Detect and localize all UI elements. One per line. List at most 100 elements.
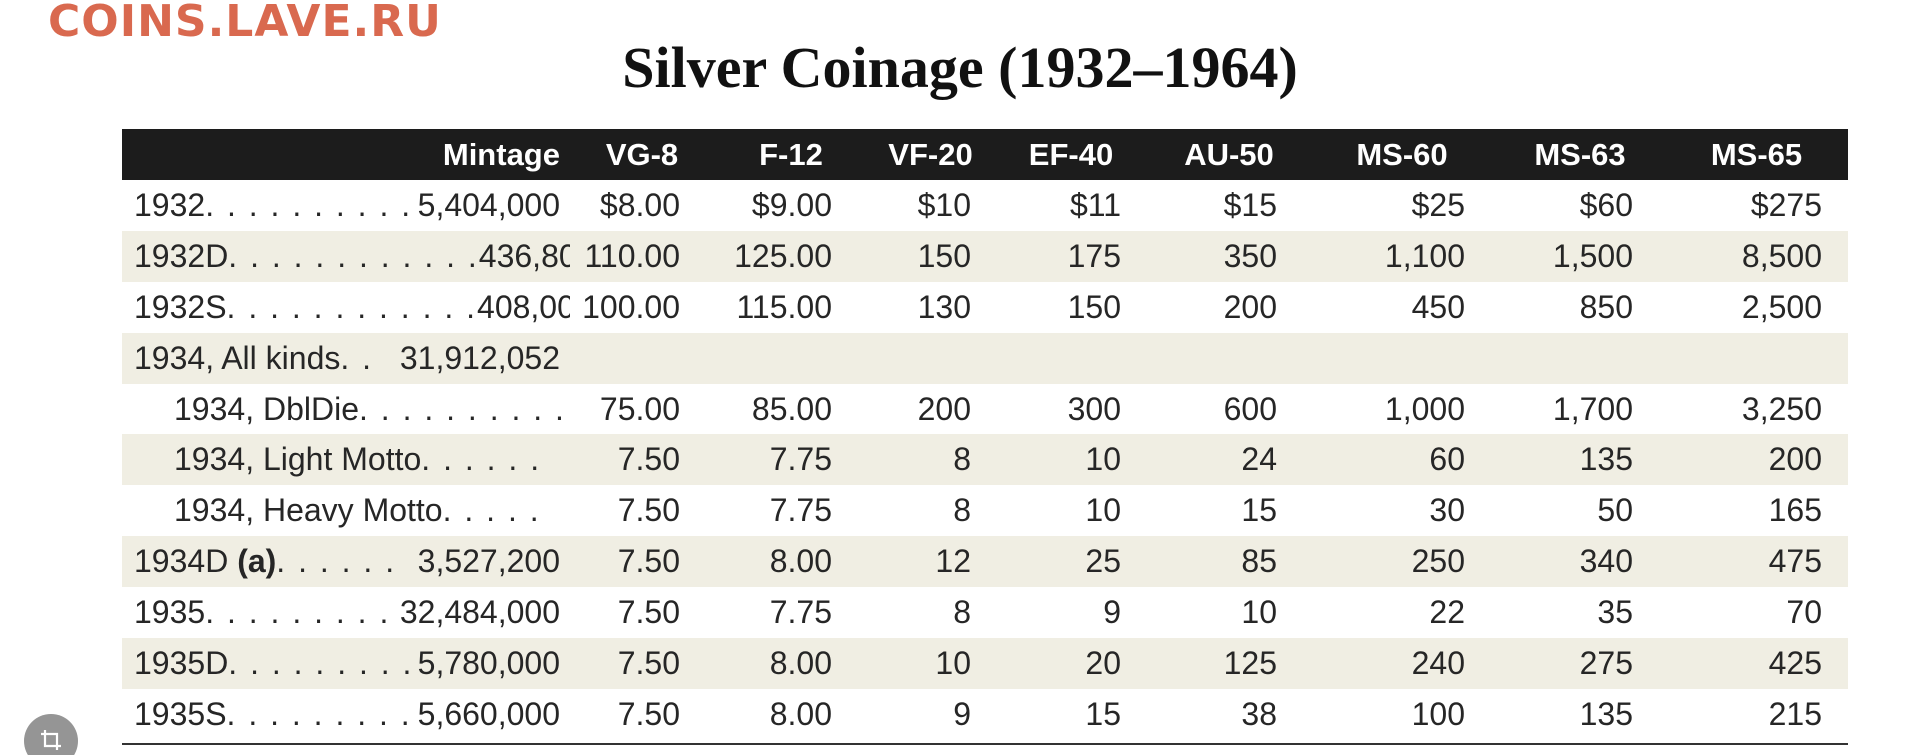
price-cell-ms65: 8,500 [1741, 237, 1822, 274]
price-cell-f12: 7.75 [769, 492, 832, 529]
watermark: COINS.LAVE.RU [48, 0, 442, 47]
page-title: Silver Coinage (1932–1964) [622, 35, 1298, 100]
mintage-value: 31,912,052 [399, 339, 560, 376]
price-cell-ms65: 215 [1768, 695, 1822, 732]
crop-icon [41, 730, 61, 750]
table-row: 1932D . . . . . . . . . . . .436,800 110.… [122, 230, 1848, 282]
price-cell-vf20: 12 [935, 543, 971, 580]
price-cell-au50: $15 [1223, 186, 1277, 223]
table-row: 1934, Heavy Motto . . . . . 7.50 7.75 8 10 15… [122, 485, 1848, 536]
row-label-cell: 1934, Heavy Motto . . . . . [122, 485, 570, 536]
price-cell-au50 [1149, 333, 1309, 384]
price-cell-vg8 [570, 333, 714, 384]
mintage-value: 436,800 [478, 237, 570, 274]
mintage-value: 3,527,200 [417, 543, 560, 580]
row-label-cell: 1935D . . . . . . . . . 5,780,000 [122, 638, 570, 689]
price-cell-ms65: $275 [1750, 186, 1822, 223]
price-cell-f12: 7.75 [769, 441, 832, 478]
price-cell-f12: $9.00 [751, 186, 832, 223]
price-cell-vf20: 9 [953, 695, 971, 732]
price-cell-au50: 38 [1241, 695, 1277, 732]
price-cell-vg8: 7.50 [617, 492, 680, 529]
price-cell-ms65: 200 [1768, 441, 1822, 478]
price-cell-ms63: 1,500 [1552, 237, 1633, 274]
coin-date-mint: 1932 [134, 186, 206, 223]
price-cell-ef40: $11 [1069, 186, 1121, 223]
table-row: 1934D (a) . . . . . . 3,527,200 7.50 8.00 1… [122, 536, 1848, 588]
price-cell-f12: 8.00 [769, 543, 832, 580]
row-label-cell: 1935S . . . . . . . . . 5,660,000 [122, 689, 570, 740]
table-row: 1935D . . . . . . . . . 5,780,000 7.50 8.0… [122, 638, 1848, 689]
price-cell-ms65: 475 [1768, 543, 1822, 580]
column-header-f12: F-12 [759, 136, 823, 172]
price-cell-ms60: 30 [1429, 492, 1465, 529]
price-cell-vf20: 200 [917, 390, 971, 427]
row-label-cell: 1934, All kinds. . 31,912,052 [122, 333, 570, 384]
price-cell-vg8: 100.00 [582, 288, 680, 325]
price-cell-vf20: $10 [917, 186, 971, 223]
price-cell-vf20: 8 [953, 492, 971, 529]
price-cell-ef40 [993, 333, 1149, 384]
table-row: 1934, All kinds. . 31,912,052 [122, 332, 1848, 384]
table-row: 1934, Light Motto . . . . . . 7.50 7.75 8 10… [122, 434, 1848, 486]
coin-date-mint: 1934, All kinds [134, 339, 341, 376]
price-cell-au50: 85 [1241, 543, 1277, 580]
row-label-cell: 1932S . . . . . . . . . . . .408,000 [122, 282, 570, 333]
price-cell-ms60: 450 [1411, 288, 1465, 325]
table-row: 1935S . . . . . . . . . 5,660,000 7.50 8.0… [122, 689, 1848, 740]
price-cell-vg8: 75.00 [599, 390, 680, 427]
price-cell-ms60: 250 [1411, 543, 1465, 580]
price-cell-ms65 [1665, 333, 1848, 384]
leader-dots: . . . . . . . . . [205, 594, 391, 631]
price-cell-ef40: 9 [1103, 594, 1121, 631]
price-cell-ms65: 165 [1768, 492, 1822, 529]
price-cell-au50: 10 [1241, 594, 1277, 631]
mintage-value: 5,660,000 [417, 695, 560, 732]
price-cell-f12 [714, 333, 868, 384]
leader-dots: . . . . . . . . . . . . [226, 288, 478, 325]
coin-date-mint: 1935 [134, 594, 206, 631]
price-cell-ms65: 3,250 [1741, 390, 1822, 427]
price-cell-ms60: 60 [1429, 441, 1465, 478]
crop-button[interactable] [24, 714, 78, 755]
price-cell-ef40: 300 [1067, 390, 1121, 427]
leader-dots: . . . . . . . . . . [205, 186, 413, 223]
row-label-cell: 1934D (a) . . . . . . 3,527,200 [122, 536, 570, 587]
price-cell-ms60: 1,100 [1384, 237, 1465, 274]
price-cell-ms65: 70 [1786, 594, 1822, 631]
price-cell-ms65: 2,500 [1741, 288, 1822, 325]
price-cell-vg8: 7.50 [617, 543, 680, 580]
price-cell-ef40: 175 [1067, 237, 1121, 274]
leader-dots: . . . . . . . . . [226, 695, 412, 732]
coin-date-mint: 1934D [134, 543, 229, 580]
price-cell-vg8: $8.00 [599, 186, 680, 223]
table-header-row: Mintage VG-8 F-12 VF-20 EF-40 AU-50 MS-6… [122, 129, 1848, 180]
mintage-value: 5,404,000 [417, 186, 560, 223]
price-cell-ms63: $60 [1579, 186, 1633, 223]
price-cell-vf20: 10 [935, 644, 971, 681]
row-label-cell: 1934, Light Motto . . . . . . [122, 434, 570, 485]
price-cell-vg8: 7.50 [617, 695, 680, 732]
column-header-ms65: MS-65 [1710, 136, 1803, 172]
column-header-ms60: MS-60 [1356, 136, 1448, 172]
price-cell-ms60: 1,000 [1384, 390, 1465, 427]
column-header-vf20: VF-20 [888, 136, 973, 172]
leader-dots: . . . . . . . . . . [359, 390, 566, 427]
price-cell-ms63 [1495, 333, 1665, 384]
price-cell-ef40: 20 [1085, 644, 1121, 681]
price-cell-ms65: 425 [1768, 644, 1822, 681]
price-cell-ms60 [1309, 333, 1495, 384]
price-cell-ef40: 25 [1085, 543, 1121, 580]
leader-dots: . . . . . [442, 492, 541, 529]
price-cell-f12: 115.00 [736, 288, 833, 325]
price-cell-ms63: 275 [1579, 644, 1633, 681]
column-header-ef40: EF-40 [1028, 136, 1114, 172]
price-cell-f12: 8.00 [769, 695, 832, 732]
coin-date-mint: 1934, DblDie [174, 390, 359, 427]
price-cell-f12: 7.75 [769, 594, 832, 631]
price-cell-vf20: 150 [917, 237, 971, 274]
price-cell-ms63: 850 [1579, 288, 1633, 325]
price-cell-vg8: 110.00 [584, 237, 681, 274]
mintage-value: 32,484,000 [399, 594, 560, 631]
price-cell-au50: 15 [1241, 492, 1277, 529]
